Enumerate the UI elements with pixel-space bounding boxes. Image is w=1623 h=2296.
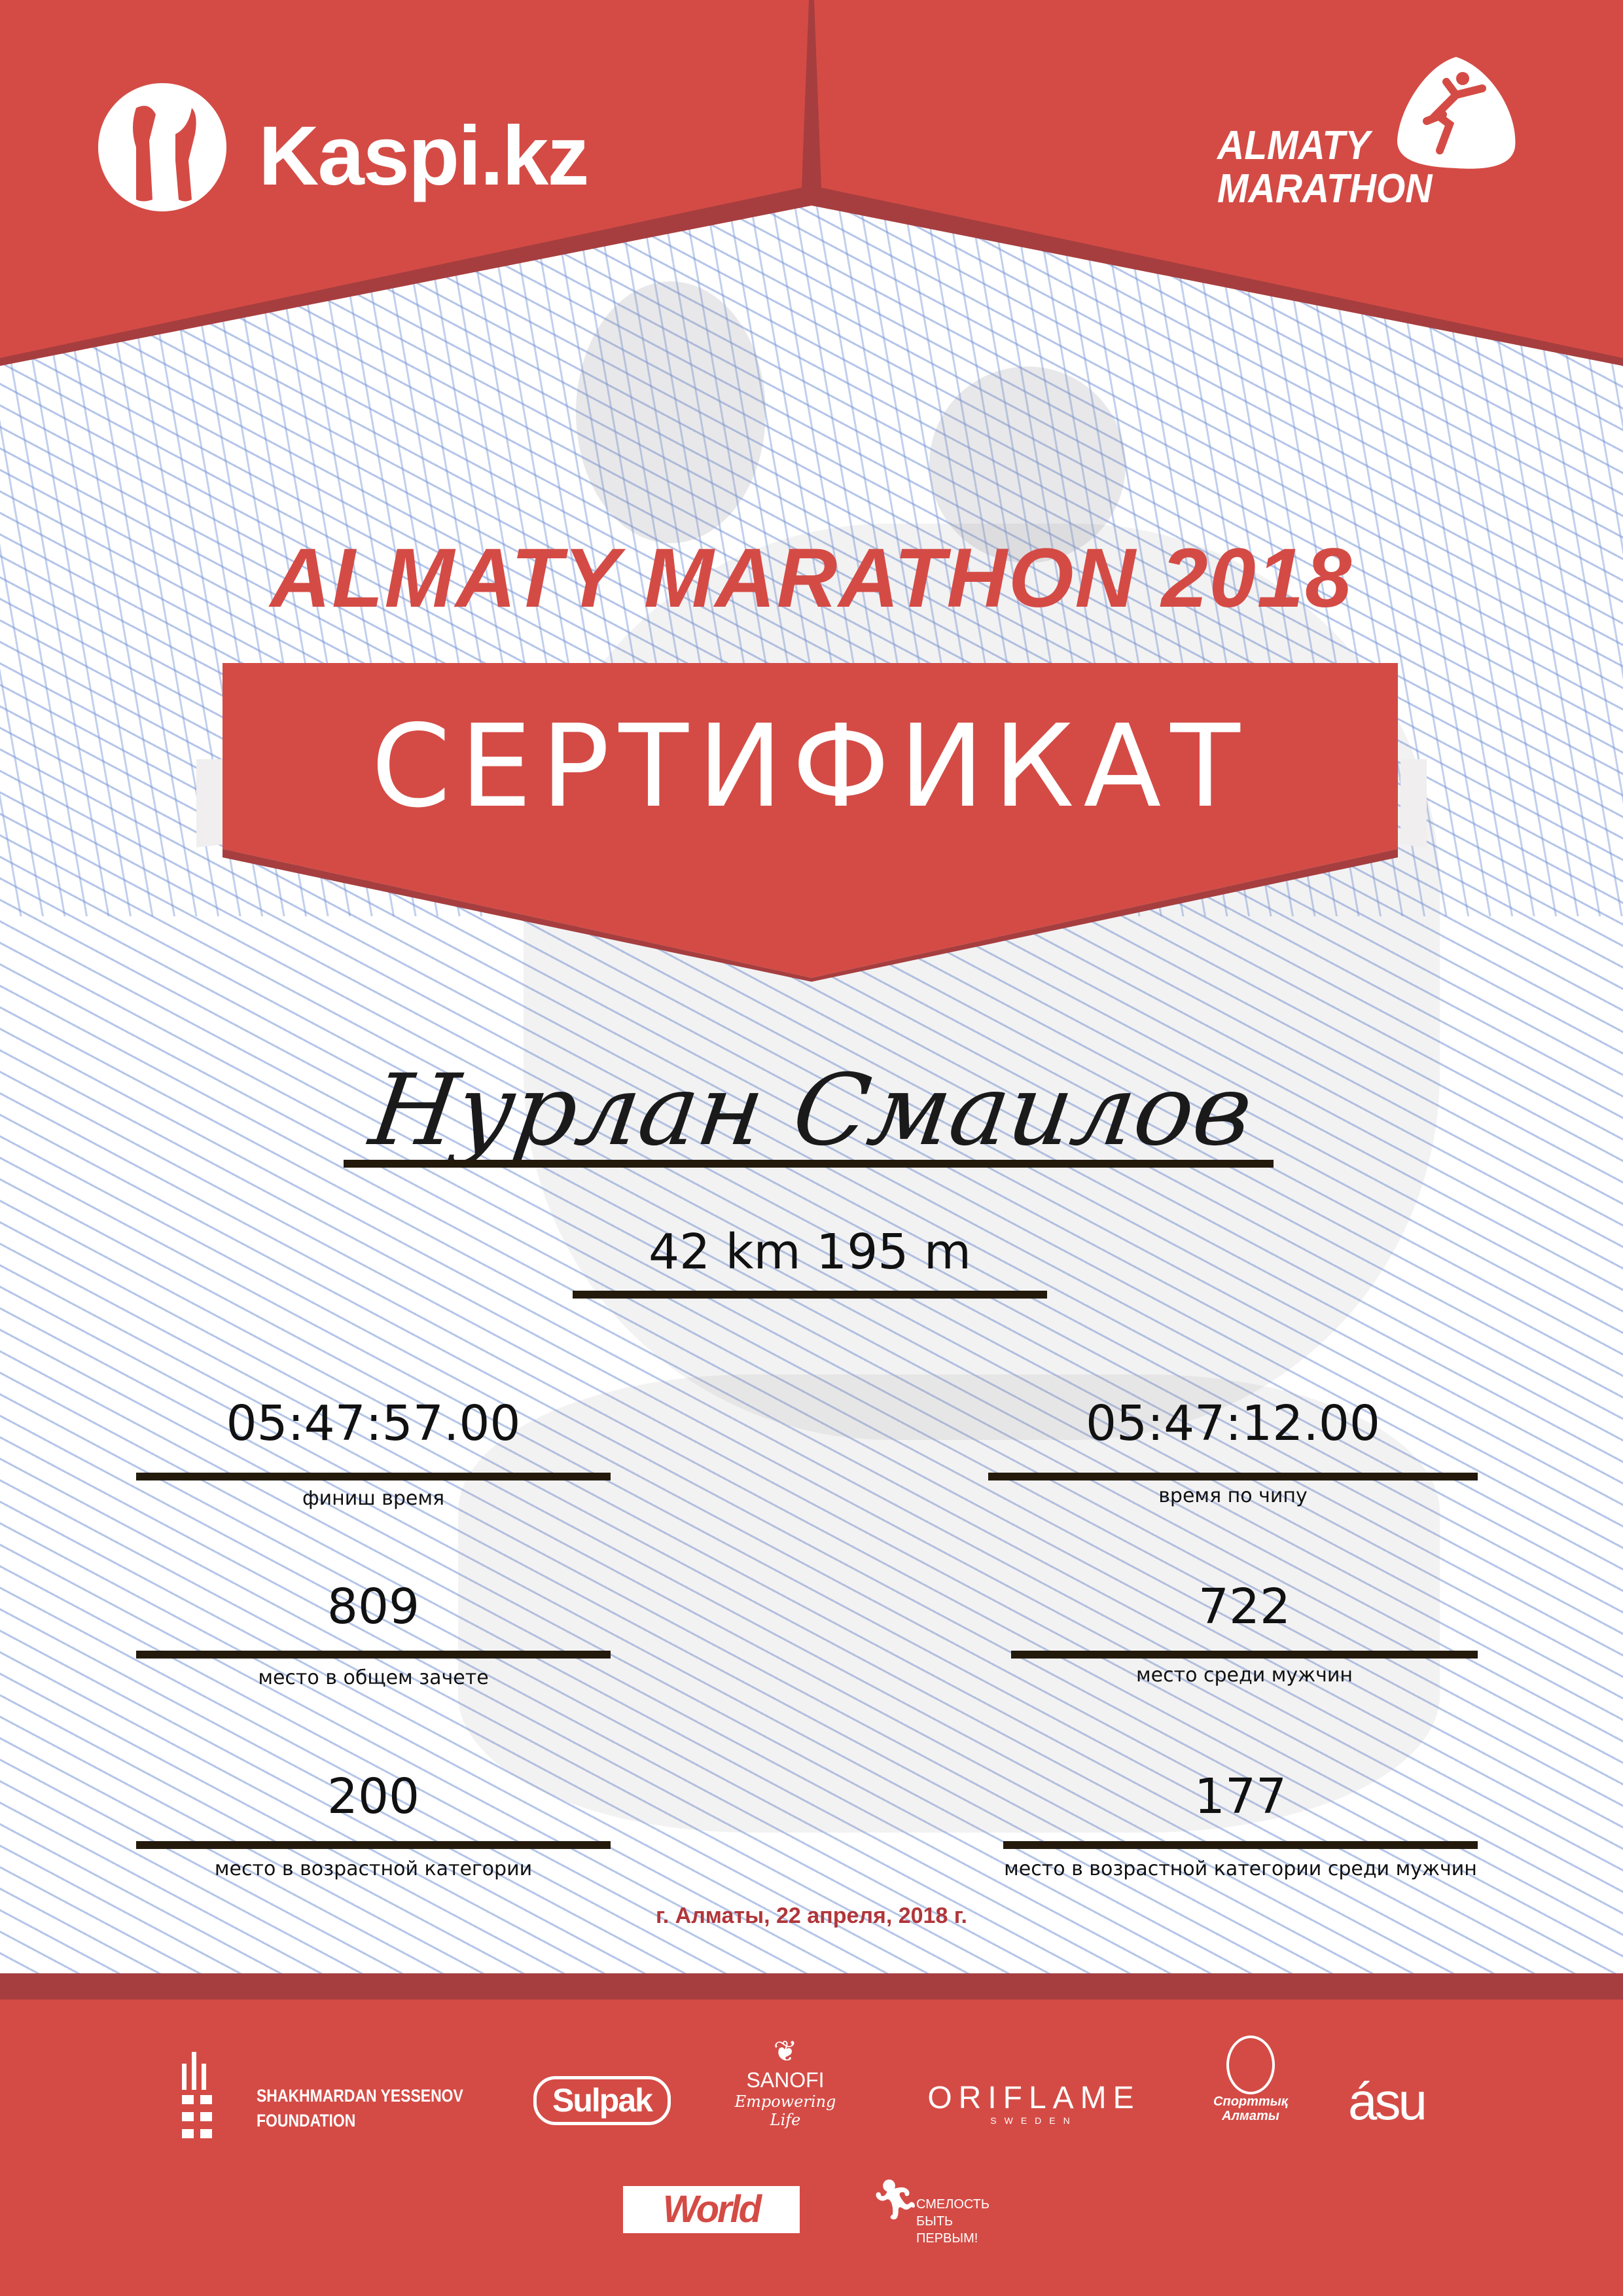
finish-time-value: 05:47:57.00 [226,1395,521,1452]
men-place-label: место среди мужчин [1136,1664,1353,1687]
stat-underline [988,1473,1478,1480]
footer-divider [0,1973,1623,2000]
participant-name: Нурлан Смаилов [363,1054,1260,1168]
stat-underline [136,1651,611,1659]
oriflame-sub: SWEDEN [990,2115,1078,2126]
chip-time-label: время по чипу [1158,1484,1308,1507]
distance-underline [573,1291,1047,1299]
smelost-line-1: СМЕЛОСТЬ [916,2197,990,2212]
finish-time-label: финиш время [302,1487,445,1510]
yessenov-foundation-logo-icon [182,2052,212,2138]
yessenov-line-1: SHAKHMARDAN YESSENOV [257,2086,463,2106]
runner-photo-legs [458,1374,1440,1833]
chip-time-value: 05:47:12.00 [1085,1395,1381,1452]
almaty-marathon-logo-icon [1397,57,1516,169]
event-title: ALMATY MARATHON 2018 [270,531,1353,625]
overall-place-label: место в общем зачете [258,1666,489,1689]
sport-almaty-logo: Спорттық Алматы [1202,2036,1300,2123]
sport-almaty-emblem-icon [1226,2036,1275,2094]
sport-almaty-line-2: Алматы [1222,2109,1279,2123]
world-class-logo: World Class [623,2186,800,2278]
certificate-ribbon [196,663,1427,982]
header-banner [0,0,1623,366]
kaspi-logo-icon [98,83,226,211]
sanofi-text: SANOFI [746,2068,825,2092]
date-place: г. Алматы, 22 апреля, 2018 г. [656,1903,967,1928]
sanofi-tagline: Empowering Life [734,2092,836,2129]
yessenov-line-2: FOUNDATION [257,2111,356,2130]
sport-almaty-line-1: Спорттық [1213,2094,1288,2109]
yessenov-foundation-logo: SHAKHMARDAN YESSENOV FOUNDATION [257,2083,463,2133]
age-category-men-place-value: 177 [1194,1768,1287,1825]
stat-underline [136,1841,611,1849]
distance: 42 km 195 m [649,1224,971,1280]
oriflame-logo: ORIFLAME SWEDEN [923,2081,1145,2126]
age-category-place-value: 200 [327,1768,420,1825]
smelost-logo: СМЕЛОСТЬ БЫТЬ ПЕРВЫМ! [916,2196,990,2247]
smelost-line-2: БЫТЬ [916,2214,954,2229]
kaspi-logo-text: Kaspi.kz [259,109,589,203]
sanofi-bird-icon: ❦ [773,2036,798,2068]
sponsors-footer: SHAKHMARDAN YESSENOV FOUNDATION Sulpak ❦… [0,2000,1623,2296]
asu-logo: ásu [1348,2072,1427,2130]
smelost-runner-icon: 🏃︎ [870,2178,921,2221]
age-category-place-label: место в возрастной категории [214,1857,533,1880]
oriflame-text: ORIFLAME [927,2081,1141,2115]
runner-photo-man-head [576,281,766,543]
overall-place-value: 809 [327,1579,420,1635]
men-place-value: 722 [1198,1579,1291,1635]
logo-line-1: ALMATY [1217,123,1370,168]
smelost-line-3: ПЕРВЫМ! [916,2231,978,2246]
runner-photo-woman-head [929,367,1126,563]
almaty-marathon-logo-text: ALMATY MARATHON [1217,124,1432,211]
certificate-label: СЕРТИФИКАТ [371,700,1249,833]
stat-underline [1011,1651,1478,1659]
sanofi-logo: ❦ SANOFI Empowering Life [726,2036,844,2129]
age-category-men-place-label: место в возрастной категории среди мужчи… [1004,1857,1477,1880]
stat-underline [1003,1841,1478,1849]
stat-underline [136,1473,611,1480]
logo-line-2: MARATHON [1217,166,1433,211]
name-underline [344,1160,1274,1168]
sulpak-logo: Sulpak [533,2076,671,2125]
